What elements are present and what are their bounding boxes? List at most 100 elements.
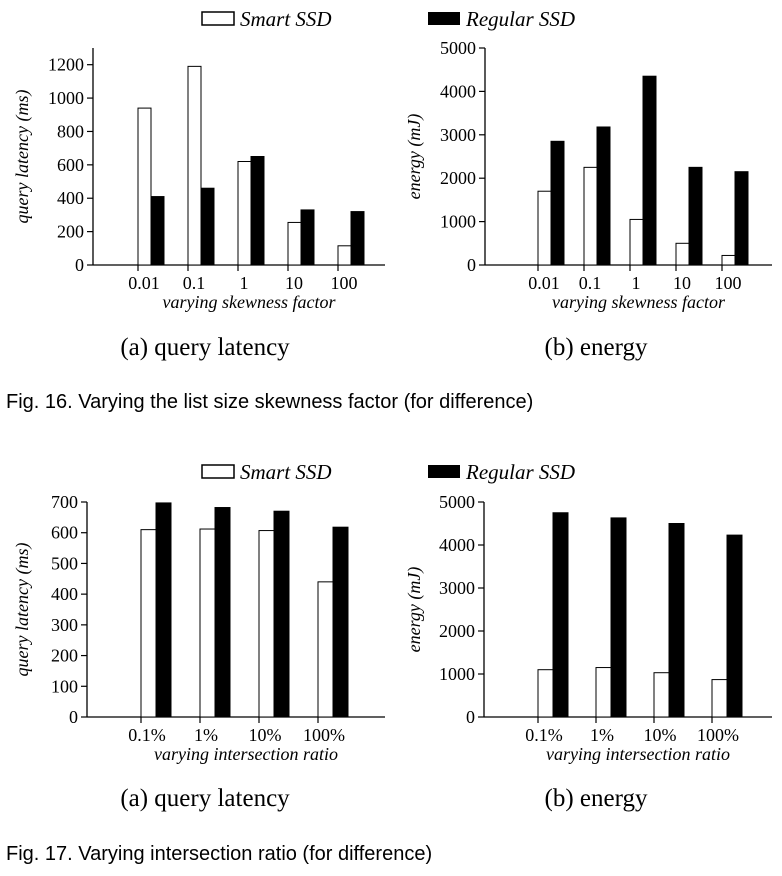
bar-regular-ssd bbox=[250, 156, 265, 266]
y-tick-label: 600 bbox=[51, 523, 78, 543]
y-tick-label: 500 bbox=[51, 553, 78, 573]
bar-smart-ssd bbox=[337, 245, 352, 266]
x-axis-label: varying intersection ratio bbox=[154, 744, 338, 764]
bar-regular-ssd bbox=[550, 140, 565, 266]
bar-regular-ssd bbox=[350, 211, 365, 266]
y-tick-label: 3000 bbox=[440, 125, 476, 145]
x-tick-label: 100 bbox=[331, 273, 358, 293]
fig16-subtitle-a: (a) query latency bbox=[120, 334, 290, 361]
x-tick-label: 0.1 bbox=[183, 273, 206, 293]
bar-smart-ssd bbox=[140, 529, 157, 718]
x-tick-label: 0.1% bbox=[525, 725, 563, 745]
bar-regular-ssd bbox=[610, 517, 627, 718]
y-tick-label: 0 bbox=[466, 707, 475, 727]
bar-smart-ssd bbox=[187, 65, 202, 266]
bar-smart-ssd bbox=[711, 679, 728, 718]
y-tick-label: 1000 bbox=[439, 664, 475, 684]
x-tick-label: 0.01 bbox=[128, 273, 160, 293]
x-tick-label: 100% bbox=[303, 725, 345, 745]
bar-smart-ssd bbox=[537, 669, 554, 718]
y-tick-label: 5000 bbox=[440, 38, 476, 58]
bar-regular-ssd bbox=[150, 196, 165, 266]
y-tick-label: 3000 bbox=[439, 578, 475, 598]
y-tick-label: 600 bbox=[57, 155, 84, 175]
bar-smart-ssd bbox=[287, 221, 302, 266]
x-tick-label: 1 bbox=[240, 273, 249, 293]
y-tick-label: 0 bbox=[75, 255, 84, 275]
y-tick-label: 1200 bbox=[48, 55, 84, 75]
y-tick-label: 200 bbox=[51, 646, 78, 666]
legend-smart-swatch bbox=[201, 11, 235, 26]
fig17-caption: Fig. 17. Varying intersection ratio (for… bbox=[6, 843, 432, 865]
y-axis-label: query latency (ms) bbox=[12, 90, 33, 224]
legend-regular-swatch bbox=[428, 465, 460, 478]
x-axis-label: varying intersection ratio bbox=[546, 744, 730, 764]
fig17-subtitle-b: (b) energy bbox=[545, 785, 648, 812]
x-tick-label: 10% bbox=[644, 725, 677, 745]
chart-fig16-energy: 0 1000 2000 3000 4000 5000 0.01 0.1 1 10 100varyin… bbox=[404, 38, 772, 312]
bar-smart-ssd bbox=[317, 581, 334, 718]
bar-smart-ssd bbox=[137, 107, 152, 266]
y-tick-label: 700 bbox=[51, 492, 78, 512]
bar-regular-ssd bbox=[155, 502, 172, 718]
legend-regular-swatch bbox=[428, 12, 460, 25]
bar-smart-ssd bbox=[237, 161, 252, 266]
bar-smart-ssd bbox=[199, 528, 216, 718]
x-tick-label: 1% bbox=[590, 725, 614, 745]
y-tick-label: 4000 bbox=[440, 81, 476, 101]
y-tick-label: 800 bbox=[57, 121, 84, 141]
bar-regular-ssd bbox=[300, 209, 315, 266]
y-tick-label: 2000 bbox=[439, 621, 475, 641]
y-tick-label: 1000 bbox=[48, 88, 84, 108]
chart-fig16-query-latency: 0 200 400 600 800 1000 1200 0.01 0.1 1 10 100varyin… bbox=[12, 48, 385, 312]
bar-regular-ssd bbox=[332, 526, 349, 718]
y-tick-label: 0 bbox=[467, 255, 476, 275]
y-tick-label: 4000 bbox=[439, 535, 475, 555]
bar-regular-ssd bbox=[726, 534, 743, 718]
x-axis-label: varying skewness factor bbox=[552, 292, 726, 312]
fig16-subtitle-b: (b) energy bbox=[545, 334, 648, 361]
legend-fig17: Smart SSD Regular SSD bbox=[201, 460, 575, 484]
chart-fig17-energy: 0 1000 2000 3000 4000 5000 0.1% 1% 10% 100%varyin… bbox=[404, 492, 772, 764]
fig17-subtitle-a: (a) query latency bbox=[120, 785, 290, 812]
bar-smart-ssd bbox=[537, 190, 552, 266]
bar-smart-ssd bbox=[595, 667, 612, 718]
bar-smart-ssd bbox=[583, 166, 598, 266]
bar-smart-ssd bbox=[629, 218, 644, 266]
y-tick-label: 300 bbox=[51, 615, 78, 635]
bar-smart-ssd bbox=[653, 672, 670, 718]
fig16-caption: Fig. 16. Varying the list size skewness … bbox=[6, 391, 533, 413]
x-tick-label: 0.01 bbox=[528, 273, 560, 293]
bar-regular-ssd bbox=[668, 523, 685, 718]
bar-smart-ssd bbox=[258, 530, 275, 718]
x-tick-label: 10 bbox=[673, 273, 691, 293]
y-tick-label: 400 bbox=[51, 584, 78, 604]
x-tick-label: 0.1% bbox=[128, 725, 166, 745]
bar-regular-ssd bbox=[552, 512, 569, 718]
x-tick-label: 10% bbox=[249, 725, 282, 745]
y-tick-label: 2000 bbox=[440, 168, 476, 188]
bar-regular-ssd bbox=[273, 510, 290, 718]
bar-regular-ssd bbox=[214, 507, 231, 718]
chart-fig17-query-latency: 0 100 200 300 400 500 600 700 0.1% 1% 10% 100%varyi… bbox=[12, 492, 385, 764]
x-tick-label: 100 bbox=[715, 273, 742, 293]
y-tick-label: 5000 bbox=[439, 492, 475, 512]
bar-regular-ssd bbox=[734, 171, 749, 266]
legend-smart-label: Smart SSD bbox=[240, 460, 332, 484]
bar-regular-ssd bbox=[642, 75, 657, 266]
y-tick-label: 200 bbox=[57, 222, 84, 242]
legend-regular-label: Regular SSD bbox=[465, 460, 575, 484]
bar-smart-ssd bbox=[721, 254, 736, 266]
legend-smart-swatch bbox=[201, 464, 235, 479]
y-axis-label: energy (mJ) bbox=[404, 114, 425, 200]
bar-regular-ssd bbox=[688, 166, 703, 266]
legend-smart-label: Smart SSD bbox=[240, 7, 332, 31]
x-tick-label: 100% bbox=[697, 725, 739, 745]
bar-smart-ssd bbox=[675, 242, 690, 266]
x-tick-label: 1% bbox=[194, 725, 218, 745]
x-axis-label: varying skewness factor bbox=[163, 292, 337, 312]
bar-regular-ssd bbox=[596, 126, 611, 266]
y-tick-label: 400 bbox=[57, 188, 84, 208]
y-axis-label: energy (mJ) bbox=[404, 567, 425, 653]
